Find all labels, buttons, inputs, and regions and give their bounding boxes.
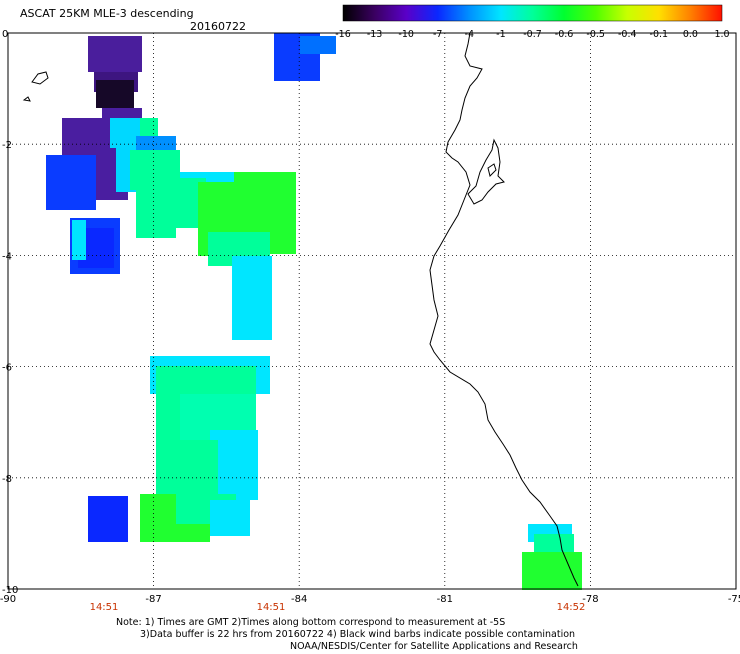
colorbar-tick-label: -7 bbox=[433, 29, 442, 40]
note-line-3: NOAA/NESDIS/Center for Satellite Applica… bbox=[290, 641, 578, 650]
time-label-right: 14:52 bbox=[557, 602, 586, 613]
colorbar-tick-label: -16 bbox=[335, 29, 351, 40]
swath-cell bbox=[136, 136, 176, 150]
y-tick-label: -2 bbox=[2, 140, 12, 151]
coastline-gulf-of-guayaquil bbox=[467, 138, 505, 205]
colorbar-tick-label: 0.0 bbox=[683, 29, 698, 40]
colorbar-tick-label: -0.7 bbox=[523, 29, 542, 40]
coastline-mainland bbox=[429, 32, 579, 587]
swath-cell bbox=[88, 36, 142, 72]
coastline bbox=[22, 32, 579, 587]
colorbar-tick-label: -1 bbox=[496, 29, 505, 40]
colorbar: -16 -13 -10 -7 -4 -1 -0.7 -0.6 -0.5 -0.4 -0.1 0.0 1.… bbox=[335, 4, 730, 40]
map-frame bbox=[7, 32, 737, 590]
swath-data bbox=[46, 33, 582, 590]
swath-cell bbox=[140, 118, 158, 138]
note-line-2: 3)Data buffer is 22 hrs from 20160722 4)… bbox=[140, 629, 575, 640]
swath-cell bbox=[300, 36, 336, 54]
island-galapagos-small bbox=[22, 96, 31, 102]
y-tick-label: -10 bbox=[2, 585, 18, 596]
swath-cell bbox=[232, 256, 272, 340]
swath-cell bbox=[96, 80, 134, 108]
swath-cell bbox=[522, 552, 582, 590]
map-title: ASCAT 25KM MLE-3 descending bbox=[20, 7, 194, 20]
x-tick-label: -75 bbox=[728, 594, 740, 605]
time-label-left: 14:51 bbox=[90, 602, 119, 613]
y-axis-ticks: 0 -2 -4 -6 -8 -10 bbox=[2, 29, 18, 596]
y-tick-label: -8 bbox=[2, 474, 12, 485]
colorbar-tick-label: -10 bbox=[398, 29, 414, 40]
colorbar-tick-label: 1.0 bbox=[714, 29, 729, 40]
x-tick-label: -84 bbox=[291, 594, 307, 605]
y-tick-label: -6 bbox=[2, 363, 12, 374]
colorbar-gradient bbox=[342, 4, 723, 22]
x-tick-label: -87 bbox=[145, 594, 161, 605]
x-tick-label: -81 bbox=[437, 594, 453, 605]
lat-lon-grid bbox=[8, 33, 736, 589]
note-line-1: Note: 1) Times are GMT 2)Times along bot… bbox=[116, 617, 505, 628]
colorbar-tick-label: -0.1 bbox=[650, 29, 669, 40]
coastline-puna-island bbox=[487, 163, 497, 177]
swath-cell bbox=[72, 220, 86, 260]
swath-cell bbox=[54, 162, 94, 206]
colorbar-tick-label: -13 bbox=[367, 29, 383, 40]
colorbar-tick-label: -0.5 bbox=[586, 29, 605, 40]
colorbar-tick-label: -0.6 bbox=[555, 29, 574, 40]
swath-cell bbox=[88, 496, 128, 542]
swath-cell bbox=[136, 180, 176, 238]
x-tick-label: -90 bbox=[0, 594, 16, 605]
y-tick-label: -4 bbox=[2, 251, 12, 262]
island-galapagos bbox=[31, 71, 49, 85]
map-date: 20160722 bbox=[190, 20, 246, 33]
y-tick-label: 0 bbox=[2, 29, 8, 40]
x-tick-label: -78 bbox=[582, 594, 598, 605]
x-axis-ticks: -90 -87 -84 -81 -78 -75 bbox=[0, 594, 740, 605]
time-label-middle: 14:51 bbox=[257, 602, 286, 613]
swath-cell bbox=[210, 500, 250, 536]
colorbar-tick-label: -0.4 bbox=[618, 29, 637, 40]
